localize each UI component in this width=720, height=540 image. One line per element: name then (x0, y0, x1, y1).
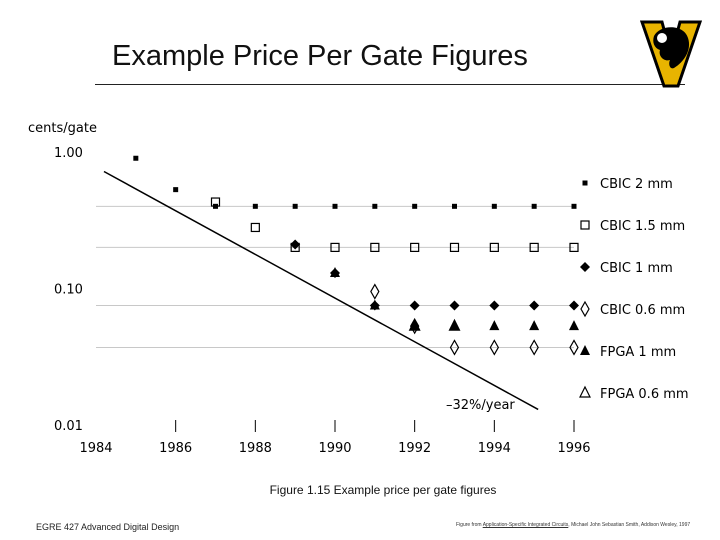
point-cbic-1-5-mm (210, 197, 221, 207)
y-axis-label: cents/gate (28, 121, 97, 136)
point-cbic-2-mm (491, 203, 497, 209)
y-tick-label: 0.01 (54, 419, 83, 434)
point-cbic-0-6-mm (529, 339, 539, 356)
x-tick-label: 1990 (318, 441, 351, 456)
axes: cents/gate 1.00 0.10 0.01 1984 1986 1988 1990 1… (28, 121, 591, 456)
figure-caption: Figure 1.15 Example price per gate figur… (269, 483, 497, 497)
legend-marker-cbic-1-5-mm (580, 220, 590, 230)
point-cbic-1-mm (409, 300, 420, 311)
point-fpga-1-mm (529, 320, 540, 331)
x-tick-label: 1996 (557, 441, 590, 456)
point-cbic-1-5-mm (569, 242, 579, 253)
x-tick-label: 1984 (79, 441, 112, 456)
slide-title: Example Price Per Gate Figures (112, 40, 528, 72)
legend-label-cbic-2-mm: CBIC 2 mm (600, 177, 673, 192)
x-tick-label: 1988 (239, 441, 272, 456)
point-cbic-2-mm (452, 203, 457, 209)
footer-citation: Figure from Application-Specific Integra… (456, 522, 696, 529)
legend-marker-fpga-1-mm (580, 345, 590, 355)
point-fpga-0-6-mm (408, 318, 421, 331)
data-marks (133, 155, 579, 356)
point-cbic-1-mm (529, 300, 540, 311)
point-cbic-2-mm (292, 203, 298, 209)
x-tick-label: 1992 (398, 441, 431, 456)
point-cbic-0-6-mm (489, 339, 500, 356)
legend-label-fpga-0-6-mm: FPGA 0.6 mm (600, 387, 689, 402)
point-cbic-0-6-mm (569, 339, 579, 356)
point-cbic-2-mm (252, 203, 258, 209)
point-cbic-0-6-mm (409, 317, 420, 335)
footer-course-name: EGRE 427 Advanced Digital Design (36, 522, 180, 532)
legend-marker-cbic-1-mm (580, 262, 590, 272)
point-fpga-1-mm (330, 266, 340, 277)
point-cbic-1-mm (569, 300, 579, 311)
legend-label-cbic-1-mm: CBIC 1 mm (600, 261, 673, 276)
citation-book-title: Application-Specific Integrated Circuits (482, 522, 569, 528)
point-cbic-1-5-mm (410, 242, 420, 253)
point-cbic-2-mm (332, 203, 338, 209)
trend-line (103, 170, 539, 411)
point-fpga-0-6-mm (448, 318, 461, 331)
legend: CBIC 2 mm CBIC 1.5 mm CBIC 1 mm CBIC 0.6 mm… (579, 177, 689, 402)
legend-marker-cbic-2-mm (582, 180, 588, 186)
point-cbic-1-5-mm (449, 242, 460, 253)
point-fpga-1-mm (409, 320, 420, 331)
title-divider (95, 84, 685, 85)
legend-marker-fpga-0-6-mm (579, 385, 591, 398)
point-cbic-0-6-mm (370, 283, 380, 300)
point-cbic-2-mm (173, 187, 179, 193)
point-cbic-1-5-mm (489, 242, 499, 253)
y-tick-label: 0.10 (54, 283, 83, 298)
point-cbic-1-mm (290, 239, 301, 250)
citation-prefix: Figure from (456, 522, 483, 528)
point-cbic-1-5-mm (330, 242, 340, 253)
trend-annotation: –32%/year (446, 398, 515, 413)
point-cbic-2-mm (531, 203, 537, 209)
x-tick-label: 1994 (478, 441, 511, 456)
legend-label-cbic-1-5-mm: CBIC 1.5 mm (600, 219, 685, 234)
x-tick-label: 1986 (159, 441, 192, 456)
legend-label-fpga-1-mm: FPGA 1 mm (600, 345, 676, 360)
logo-ram-horn (655, 31, 669, 45)
trend (103, 170, 539, 411)
point-cbic-1-5-mm (250, 222, 260, 233)
citation-suffix: , Michael John Sebastian Smith, Addison … (568, 522, 691, 528)
y-tick-label: 1.00 (54, 146, 83, 161)
point-cbic-1-mm (489, 300, 500, 311)
point-fpga-1-mm (369, 299, 380, 310)
legend-label-cbic-0-6-mm: CBIC 0.6 mm (600, 303, 685, 318)
point-cbic-2-mm (412, 203, 418, 209)
point-cbic-0-6-mm (449, 339, 460, 356)
point-cbic-1-5-mm (370, 242, 380, 253)
point-fpga-1-mm (489, 320, 500, 331)
point-cbic-1-mm (449, 300, 460, 311)
point-cbic-2-mm (571, 203, 577, 209)
point-cbic-1-5-mm (529, 242, 539, 253)
point-fpga-1-mm (569, 320, 579, 331)
price-per-gate-chart: cents/gate 1.00 0.10 0.01 1984 1986 1988 1990 1… (28, 121, 689, 456)
point-cbic-2-mm (372, 203, 378, 209)
point-cbic-2-mm (133, 155, 139, 161)
legend-marker-cbic-0-6-mm (580, 300, 590, 318)
vcu-logo-icon (640, 20, 702, 88)
point-fpga-1-mm (449, 320, 460, 331)
